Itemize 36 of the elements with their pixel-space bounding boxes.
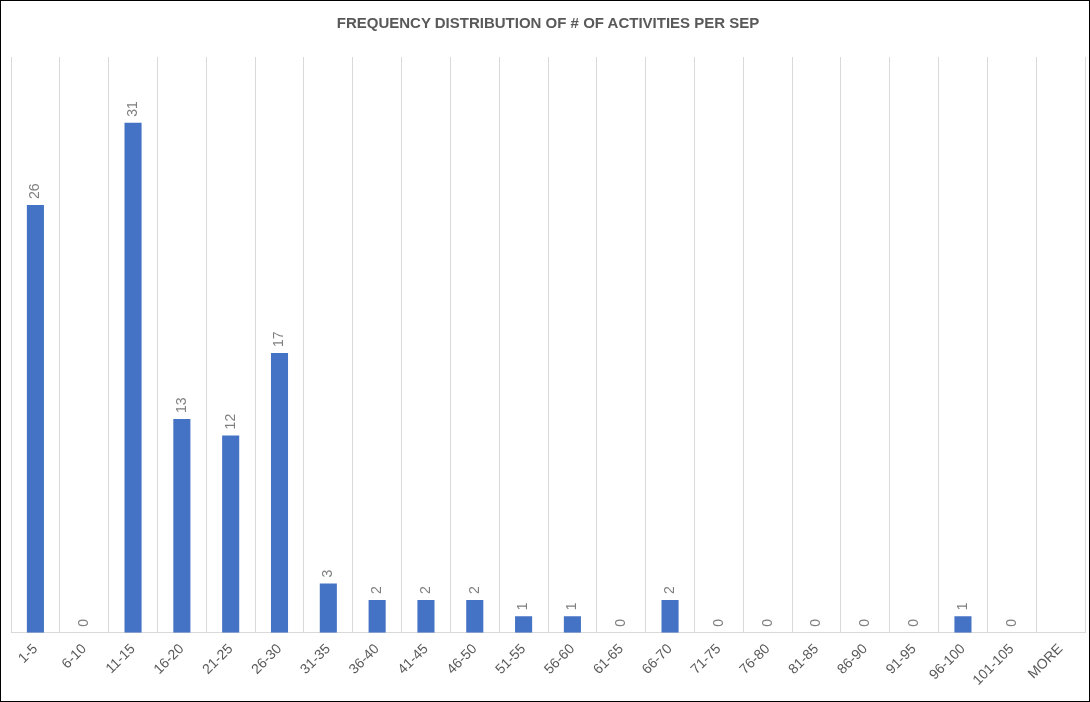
- data-label: 0: [709, 618, 726, 627]
- data-label: 3: [319, 569, 336, 578]
- x-tick-label: 1-5: [14, 640, 41, 666]
- bar: [417, 599, 435, 633]
- data-label: 2: [660, 585, 677, 594]
- data-label: 1: [953, 602, 970, 611]
- chart-title: FREQUENCY DISTRIBUTION OF # OF ACTIVITIES PER SEP: [336, 14, 760, 32]
- data-label: 26: [26, 183, 43, 200]
- data-label: 13: [172, 397, 189, 413]
- data-label: 2: [368, 585, 384, 594]
- bar: [173, 418, 191, 633]
- bar: [124, 122, 142, 633]
- bar: [661, 599, 679, 633]
- data-label: 17: [270, 331, 287, 348]
- bar: [222, 435, 240, 633]
- data-label: 12: [221, 413, 238, 430]
- data-label: 2: [465, 585, 482, 594]
- bar: [319, 583, 337, 633]
- data-label: 0: [905, 618, 921, 627]
- bar: [563, 616, 581, 633]
- bar: [26, 205, 44, 633]
- bar: [515, 616, 533, 633]
- data-label: 0: [1002, 618, 1019, 627]
- data-label: 0: [758, 618, 775, 627]
- data-label: 1: [514, 602, 531, 611]
- bar: [954, 616, 972, 633]
- data-label: 31: [123, 101, 140, 117]
- data-label: 0: [807, 618, 824, 627]
- bar: [466, 599, 484, 633]
- data-label: 0: [856, 618, 873, 627]
- bar: [270, 353, 289, 633]
- data-label: 0: [612, 618, 629, 627]
- data-label: 2: [416, 585, 433, 594]
- data-label: 0: [75, 618, 92, 627]
- data-label: 1: [563, 602, 580, 611]
- bar: [368, 599, 386, 633]
